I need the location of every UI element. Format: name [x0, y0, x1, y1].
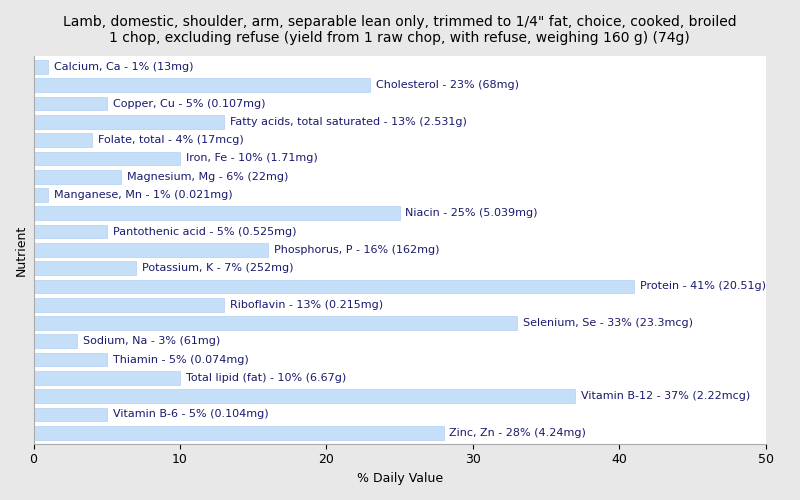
Bar: [34, 170, 122, 183]
Bar: [34, 334, 78, 348]
Y-axis label: Nutrient: Nutrient: [15, 224, 28, 276]
Text: Folate, total - 4% (17mcg): Folate, total - 4% (17mcg): [98, 135, 244, 145]
Text: Protein - 41% (20.51g): Protein - 41% (20.51g): [640, 282, 766, 292]
Bar: [34, 134, 92, 147]
Bar: [34, 97, 106, 110]
Bar: [34, 206, 399, 220]
Text: Calcium, Ca - 1% (13mg): Calcium, Ca - 1% (13mg): [54, 62, 194, 72]
Bar: [34, 225, 106, 238]
Bar: [34, 408, 106, 422]
Bar: [34, 390, 575, 403]
Bar: [34, 78, 370, 92]
Text: Manganese, Mn - 1% (0.021mg): Manganese, Mn - 1% (0.021mg): [54, 190, 233, 200]
Text: Potassium, K - 7% (252mg): Potassium, K - 7% (252mg): [142, 263, 294, 273]
Bar: [34, 115, 224, 129]
Bar: [34, 262, 136, 275]
Bar: [34, 353, 106, 366]
Text: Niacin - 25% (5.039mg): Niacin - 25% (5.039mg): [406, 208, 538, 218]
Text: Selenium, Se - 33% (23.3mcg): Selenium, Se - 33% (23.3mcg): [522, 318, 693, 328]
Bar: [34, 426, 443, 440]
Text: Fatty acids, total saturated - 13% (2.531g): Fatty acids, total saturated - 13% (2.53…: [230, 117, 466, 127]
Text: Total lipid (fat) - 10% (6.67g): Total lipid (fat) - 10% (6.67g): [186, 373, 346, 383]
Text: Sodium, Na - 3% (61mg): Sodium, Na - 3% (61mg): [83, 336, 221, 346]
Text: Vitamin B-6 - 5% (0.104mg): Vitamin B-6 - 5% (0.104mg): [113, 410, 268, 420]
Text: Pantothenic acid - 5% (0.525mg): Pantothenic acid - 5% (0.525mg): [113, 226, 296, 236]
Bar: [34, 280, 634, 293]
Text: Copper, Cu - 5% (0.107mg): Copper, Cu - 5% (0.107mg): [113, 98, 265, 108]
Text: Vitamin B-12 - 37% (2.22mcg): Vitamin B-12 - 37% (2.22mcg): [581, 391, 750, 401]
Bar: [34, 152, 180, 166]
Text: Thiamin - 5% (0.074mg): Thiamin - 5% (0.074mg): [113, 354, 248, 364]
Bar: [34, 371, 180, 385]
Text: Cholesterol - 23% (68mg): Cholesterol - 23% (68mg): [376, 80, 519, 90]
Bar: [34, 243, 268, 257]
Bar: [34, 188, 48, 202]
Text: Riboflavin - 13% (0.215mg): Riboflavin - 13% (0.215mg): [230, 300, 383, 310]
Text: Iron, Fe - 10% (1.71mg): Iron, Fe - 10% (1.71mg): [186, 154, 318, 164]
Text: Magnesium, Mg - 6% (22mg): Magnesium, Mg - 6% (22mg): [127, 172, 289, 182]
Bar: [34, 60, 48, 74]
Text: Zinc, Zn - 28% (4.24mg): Zinc, Zn - 28% (4.24mg): [450, 428, 586, 438]
Text: Phosphorus, P - 16% (162mg): Phosphorus, P - 16% (162mg): [274, 245, 439, 255]
Title: Lamb, domestic, shoulder, arm, separable lean only, trimmed to 1/4" fat, choice,: Lamb, domestic, shoulder, arm, separable…: [62, 15, 737, 45]
Bar: [34, 316, 517, 330]
Bar: [34, 298, 224, 312]
X-axis label: % Daily Value: % Daily Value: [357, 472, 442, 485]
